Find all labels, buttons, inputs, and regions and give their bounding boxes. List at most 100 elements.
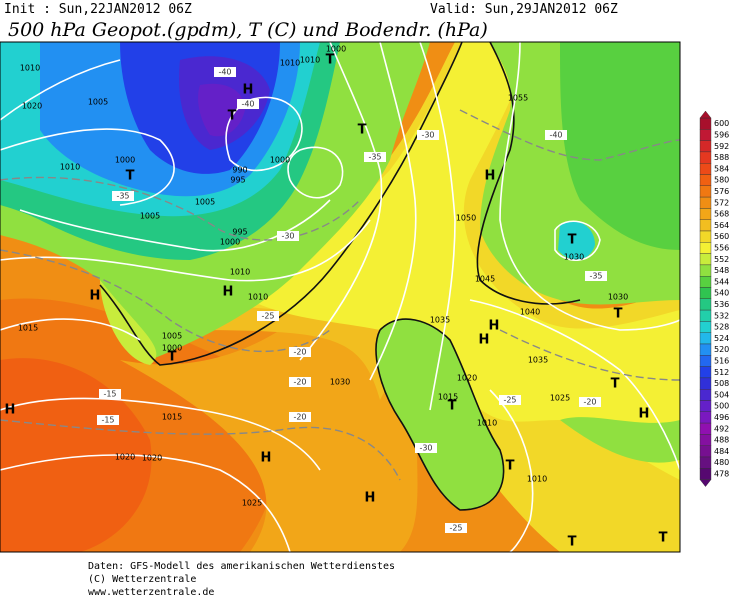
isobar-label: 995 xyxy=(232,228,247,237)
colorbar-label: 552 xyxy=(714,255,729,264)
label-box xyxy=(445,523,467,533)
isobar xyxy=(554,220,601,262)
pressure-center: T xyxy=(126,169,135,184)
label-box xyxy=(237,99,259,109)
pressure-center: H xyxy=(485,169,496,184)
field-region xyxy=(558,221,595,260)
isobar xyxy=(0,454,291,552)
colorbar-swatch xyxy=(699,343,712,356)
field-region xyxy=(560,417,680,463)
temperature-label: -25 xyxy=(449,524,462,533)
colorbar-label: 496 xyxy=(714,413,729,422)
colorbar-label: 572 xyxy=(714,198,729,207)
label-box xyxy=(289,347,311,357)
colorbar-label: 532 xyxy=(714,311,729,320)
temperature-label: -20 xyxy=(583,398,596,407)
footer-line: Daten: GFS-Modell des amerikanischen Wet… xyxy=(88,561,395,572)
isobar-label: 1005 xyxy=(195,198,215,207)
colorbar-label: 584 xyxy=(714,164,729,173)
colorbar-label: 564 xyxy=(714,221,729,230)
isobar-label: 1015 xyxy=(438,393,458,402)
colorbar-label: 516 xyxy=(714,356,729,365)
isobar-label: 1045 xyxy=(475,275,495,284)
colorbar-swatch xyxy=(699,253,712,266)
isobar-label: 1035 xyxy=(528,356,548,365)
colorbar-label: 524 xyxy=(714,334,729,343)
isobar-label: 1010 xyxy=(60,163,80,172)
field-region xyxy=(0,358,152,552)
init-time: Init : Sun,22JAN2012 06Z xyxy=(4,2,192,17)
footer-line: (C) Wetterzentrale xyxy=(88,574,196,585)
pressure-center: T xyxy=(326,53,335,68)
valid-time: Valid: Sun,29JAN2012 06Z xyxy=(430,2,618,17)
isobar-label: 1005 xyxy=(88,98,108,107)
colorbar-swatch xyxy=(699,355,712,367)
label-box xyxy=(417,130,439,140)
isobar-label: 1005 xyxy=(162,332,182,341)
isobar xyxy=(0,318,141,341)
temperature-label: -25 xyxy=(503,396,516,405)
pressure-center: T xyxy=(611,377,620,392)
colorbar-label: 492 xyxy=(714,424,729,433)
temperature-label: -25 xyxy=(261,312,274,321)
pressure-center: H xyxy=(479,333,490,348)
isobar-label: 1005 xyxy=(140,212,160,221)
isobar-label: 1010 xyxy=(20,64,40,73)
colorbar-swatch xyxy=(699,140,712,153)
isobar-label: 1000 xyxy=(220,238,240,247)
colorbar-swatch xyxy=(699,445,712,458)
isobar-label: 1055 xyxy=(508,94,528,103)
label-box xyxy=(289,412,311,422)
field-region xyxy=(198,83,245,137)
colorbar-label: 484 xyxy=(714,447,729,456)
isobar xyxy=(0,219,371,282)
colorbar-swatch xyxy=(699,332,712,345)
isobar-label: 1000 xyxy=(326,45,346,54)
colorbar-swatch xyxy=(699,230,712,243)
isobar-label: 1025 xyxy=(242,499,262,508)
label-box xyxy=(585,271,607,281)
colorbar-swatch xyxy=(699,276,712,288)
isobar-label: 1040 xyxy=(520,308,540,317)
isobar xyxy=(19,199,331,252)
label-box xyxy=(499,395,521,405)
colorbar-label: 568 xyxy=(714,210,729,219)
colorbar-swatch xyxy=(699,411,712,424)
isobar xyxy=(0,128,175,206)
isotherm xyxy=(499,329,680,381)
isobar-label: 1010 xyxy=(527,475,547,484)
isotherm xyxy=(459,109,680,161)
colorbar-swatch xyxy=(699,185,712,198)
colorbar-label: 488 xyxy=(714,436,729,445)
temperature-label: -20 xyxy=(293,348,306,357)
colorbar-label: 478 xyxy=(714,469,729,478)
isobar xyxy=(369,42,417,381)
colorbar-label: 528 xyxy=(714,323,729,332)
colorbar-swatch xyxy=(699,456,712,469)
map-title: 500 hPa Geopot.(gpdm), T (C) und Bodendr… xyxy=(8,19,488,41)
colorbar-swatch xyxy=(699,377,712,390)
isobar-label: 1030 xyxy=(608,293,628,302)
pressure-center: H xyxy=(489,319,500,334)
isotherm xyxy=(0,249,331,352)
isobar xyxy=(499,42,680,331)
colorbar-swatch xyxy=(699,400,712,413)
field-region xyxy=(230,42,680,480)
colorbar: 600 596 592 588 584 580 576 572 568 564 560 556 552 5… xyxy=(699,110,729,487)
colorbar-label: 544 xyxy=(714,277,729,286)
temperature-label: -35 xyxy=(368,153,381,162)
temperature-label: -30 xyxy=(421,131,434,140)
isobar-label: 1030 xyxy=(330,378,350,387)
colorbar-swatch xyxy=(699,321,712,333)
label-box xyxy=(97,415,119,425)
colorbar-swatch xyxy=(699,208,712,220)
colorbar-swatch xyxy=(699,298,712,311)
isobar xyxy=(287,146,344,199)
colorbar-label: 508 xyxy=(714,379,729,388)
colorbar-swatch xyxy=(699,151,712,164)
isobar xyxy=(489,389,534,552)
isobar xyxy=(469,299,680,471)
